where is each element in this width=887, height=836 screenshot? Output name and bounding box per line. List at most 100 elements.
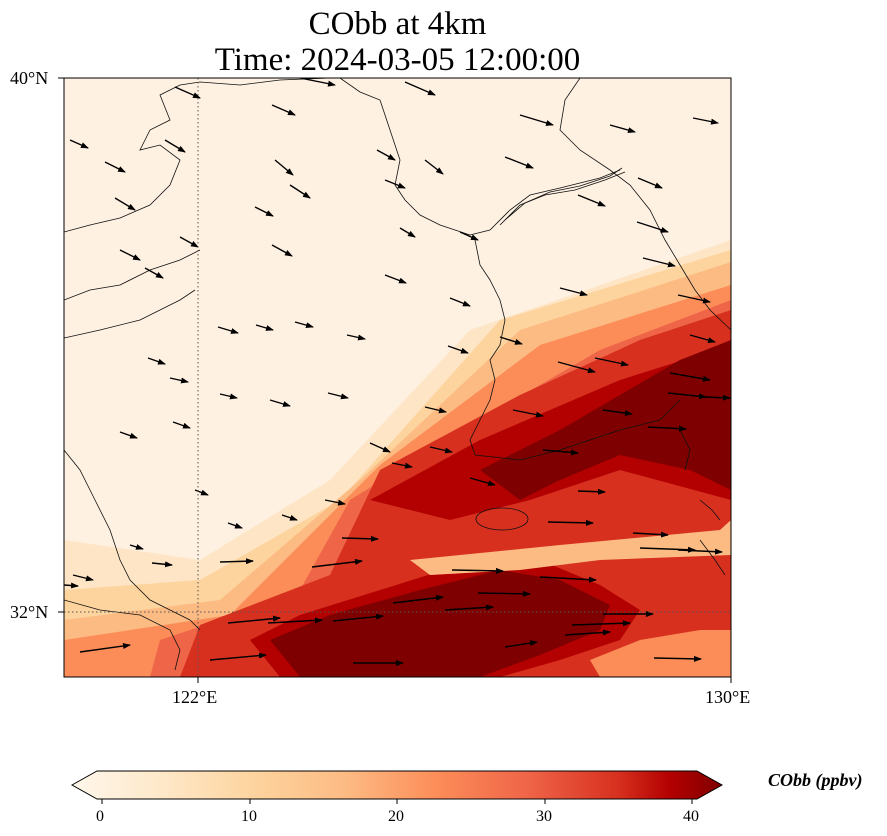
wind-vector: [477, 590, 531, 597]
wind-vector: [267, 617, 323, 624]
wind-vector: [294, 321, 314, 329]
wind-vector: [459, 231, 479, 241]
wind-vector: [299, 78, 336, 87]
wind-vector: [327, 392, 349, 400]
colorbar-tick-30: 30: [536, 808, 552, 825]
wind-vector: [341, 535, 379, 542]
wind-vector: [577, 488, 606, 495]
wind-vector: [104, 161, 126, 173]
wind-vector: [169, 377, 189, 384]
wind-vector: [447, 345, 469, 354]
coastlines: [64, 78, 731, 671]
wind-vector: [564, 629, 611, 636]
wind-vector: [667, 392, 707, 400]
wind-vector: [653, 655, 702, 662]
wind-vector: [227, 615, 281, 624]
wind-vector: [449, 297, 471, 307]
wind-vector: [384, 179, 406, 189]
wind-vector: [217, 326, 239, 334]
wind-vectors: [64, 78, 731, 666]
map-title: CObb at 4km: [308, 6, 487, 42]
wind-vector: [451, 567, 504, 574]
wind-vector: [281, 514, 298, 521]
wind-vector: [324, 499, 346, 506]
wind-vector: [114, 197, 136, 211]
wind-vector: [677, 294, 711, 304]
wind-vector: [404, 81, 436, 96]
wind-vector: [499, 336, 523, 345]
map-time: Time: 2024-03-05 12:00:00: [214, 42, 581, 78]
wind-vector: [557, 361, 596, 374]
wind-vector: [577, 194, 606, 207]
concentration-field: [64, 78, 731, 677]
wind-vector: [79, 642, 131, 653]
axis-ticks: [58, 77, 732, 683]
wind-vector: [609, 124, 636, 134]
wind-vector: [271, 104, 296, 116]
colorbar-tick-20: 20: [388, 808, 404, 825]
wind-vector: [571, 620, 631, 627]
wind-vector: [147, 357, 166, 365]
lat-label-32n: 32°N: [10, 602, 49, 622]
wind-vector: [151, 561, 173, 568]
wind-vector: [512, 409, 544, 418]
wind-vector: [289, 184, 311, 199]
lon-label-130e: 130°E: [705, 687, 751, 707]
wind-vector: [164, 139, 186, 153]
wind-vector: [219, 558, 254, 565]
wind-vector: [542, 449, 579, 456]
wind-vector: [119, 431, 138, 439]
wind-vector: [602, 409, 633, 417]
wind-vector: [444, 604, 494, 611]
wind-vector: [504, 640, 538, 648]
wind-vector: [376, 149, 396, 161]
wind-vector: [704, 394, 731, 401]
wind-vector: [647, 425, 687, 432]
wind-vector: [119, 249, 141, 261]
wind-vector: [332, 613, 384, 622]
wind-vector: [269, 399, 291, 407]
wind-vector: [72, 574, 94, 582]
wind-vector: [311, 558, 363, 568]
wind-vector: [632, 531, 669, 538]
wind-vector: [179, 236, 199, 248]
wind-vector: [559, 287, 588, 297]
wind-vector: [392, 594, 444, 604]
wind-vector: [424, 159, 444, 175]
wind-vector: [384, 274, 407, 284]
wind-vector: [594, 357, 629, 367]
wind-vector: [642, 257, 676, 268]
lat-label-40n: 40°N: [10, 68, 49, 88]
colorbar-tick-0: 0: [96, 808, 104, 825]
colorbar: [70, 770, 724, 804]
gridlines: [64, 78, 731, 677]
map-frame: [63, 77, 732, 678]
wind-vector: [346, 334, 366, 341]
wind-vector: [504, 156, 534, 169]
wind-vector: [539, 576, 597, 583]
colorbar-tick-40: 40: [683, 808, 699, 825]
wind-vector: [255, 324, 274, 331]
wind-vector: [636, 221, 669, 233]
wind-vector: [469, 477, 496, 487]
colorbar-tick-10: 10: [241, 808, 257, 825]
wind-vector: [369, 442, 391, 453]
colorbar-label: CObb (ppbv): [768, 770, 863, 790]
wind-vector: [547, 519, 594, 526]
wind-vector: [194, 489, 209, 496]
wind-vector: [689, 334, 716, 344]
wind-vector: [64, 582, 79, 589]
wind-vector: [227, 522, 243, 529]
wind-vector: [677, 548, 723, 555]
wind-vector: [129, 544, 144, 550]
lon-label-122e: 122°E: [172, 687, 218, 707]
wind-vector: [637, 177, 663, 189]
wind-vector: [219, 393, 238, 400]
wind-vector: [399, 227, 416, 238]
wind-vector: [429, 446, 453, 454]
wind-vector: [209, 652, 267, 661]
wind-vector: [254, 206, 274, 217]
wind-vector: [669, 372, 711, 382]
colorbar-ramp: [70, 770, 724, 800]
